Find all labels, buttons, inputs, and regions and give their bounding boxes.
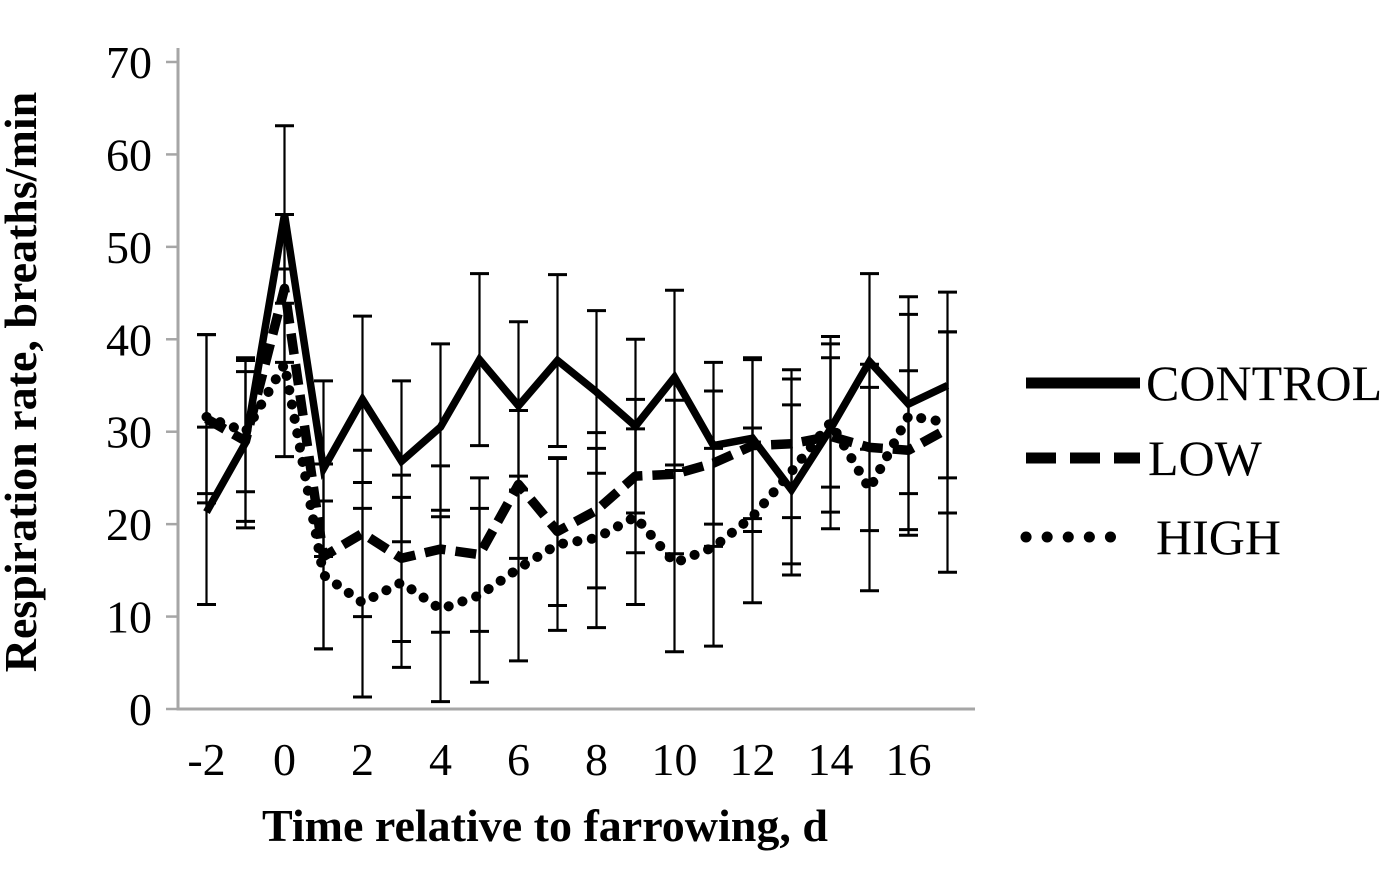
series-line-control bbox=[203, 213, 950, 514]
x-tick-label: -2 bbox=[187, 734, 225, 785]
series-lines bbox=[201, 213, 953, 615]
y-tick-label: 40 bbox=[106, 314, 152, 365]
tick-labels: 0 10 20 30 40 50 60 70 -2 0 2 4 6 8 10 12 14 16 bbox=[106, 37, 932, 785]
x-axis-title: Time relative to farrowing, d bbox=[262, 800, 828, 851]
legend-label: HIGH bbox=[1156, 509, 1281, 565]
legend-item-high: HIGH bbox=[1020, 509, 1281, 565]
y-tick-label: 60 bbox=[106, 129, 152, 180]
x-tick-label: 12 bbox=[730, 734, 776, 785]
legend: CONTROL LOW HIGH bbox=[1020, 355, 1382, 565]
x-tick-label: 10 bbox=[652, 734, 698, 785]
x-tick-label: 2 bbox=[351, 734, 374, 785]
legend-item-low: LOW bbox=[1026, 430, 1263, 486]
legend-label: CONTROL bbox=[1146, 355, 1382, 411]
x-tick-label: 8 bbox=[585, 734, 608, 785]
legend-label: LOW bbox=[1148, 430, 1263, 486]
y-axis-title: Respiration rate, breaths/min bbox=[0, 92, 46, 673]
y-tick-label: 50 bbox=[106, 222, 152, 273]
y-tick-label: 70 bbox=[106, 37, 152, 88]
y-tick-label: 30 bbox=[106, 407, 152, 458]
error-bar-group-high bbox=[197, 267, 957, 704]
x-tick-label: 6 bbox=[507, 734, 530, 785]
series-line-high bbox=[201, 359, 953, 615]
x-tick-label: 0 bbox=[273, 734, 296, 785]
series-line-low bbox=[204, 283, 950, 564]
y-tick-label: 10 bbox=[106, 592, 152, 643]
x-tick-label: 4 bbox=[429, 734, 452, 785]
y-tick-label: 0 bbox=[129, 684, 152, 735]
legend-item-control: CONTROL bbox=[1026, 355, 1382, 411]
x-tick-label: 14 bbox=[808, 734, 854, 785]
x-tick-label: 16 bbox=[886, 734, 932, 785]
error-bar-group-low bbox=[197, 212, 957, 651]
axes bbox=[166, 48, 975, 711]
y-tick-label: 20 bbox=[106, 499, 152, 550]
